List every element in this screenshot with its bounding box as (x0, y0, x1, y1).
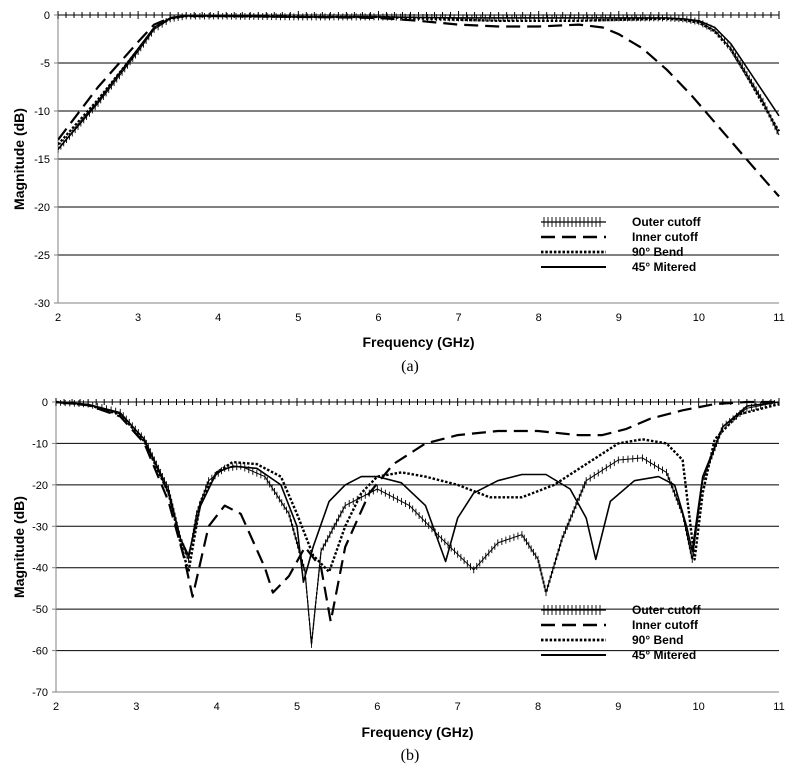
x-tick-label: 4 (214, 701, 220, 713)
x-tick-label: 7 (455, 701, 461, 713)
chart-panel-b: 2 3 4 5 6 7 8 9 10 11 0 -10 -20 -30 -40 -50 -60 -70 Freque… (11, 397, 785, 764)
y-axis-title: Magnitude (dB) (11, 496, 27, 598)
y-tick-label: -40 (32, 563, 48, 575)
x-tick-label: 11 (773, 312, 784, 324)
x-axis-title: Frequency (GHz) (362, 334, 474, 350)
y-axis-title: Magnitude (dB) (11, 108, 27, 210)
series-line (58, 14, 781, 146)
y-tick-label: 0 (44, 10, 50, 22)
x-tick-label: 5 (294, 701, 300, 713)
legend-label: 45° Mitered (632, 648, 696, 662)
series-line (58, 14, 780, 198)
x-tick-label: 7 (455, 312, 461, 324)
x-tick-label: 9 (615, 701, 621, 713)
series-line (56, 400, 780, 574)
x-tick-label: 11 (773, 701, 784, 713)
y-tick-label: -25 (34, 250, 50, 262)
x-tick-label: 9 (616, 312, 622, 324)
series-dashed (56, 400, 779, 623)
x-axis-title: Frequency (GHz) (361, 724, 473, 740)
legend-label: 45° Mitered (632, 260, 696, 274)
series-dashed (58, 14, 780, 198)
y-tick-label: -20 (32, 480, 48, 492)
series-line (56, 401, 780, 583)
legend-label: Inner cutoff (632, 230, 699, 244)
y-tick-label: -70 (32, 687, 48, 699)
x-tick-label: 2 (53, 701, 59, 713)
y-tick-label: -30 (32, 521, 48, 533)
series-line (58, 15, 780, 150)
legend-label: 90° Bend (632, 245, 683, 259)
series-line (58, 15, 780, 150)
series-line (56, 400, 779, 623)
x-tick-label: 5 (295, 312, 301, 324)
x-tick-label: 10 (693, 312, 705, 324)
x-tick-label: 4 (215, 312, 221, 324)
y-tick-label: -10 (32, 438, 48, 450)
x-tick-label: 8 (536, 312, 542, 324)
chart-panel-a: 2 3 4 5 6 7 8 9 10 11 0 -5 -10 -15 -20 -25 -30 Frequency … (11, 10, 785, 375)
legend-label: Outer cutoff (632, 603, 702, 617)
legend-label: 90° Bend (632, 633, 683, 647)
y-tick-label: -50 (32, 604, 48, 616)
series-dotted (56, 400, 780, 574)
legend-label: Inner cutoff (632, 618, 699, 632)
series-tick-marks (58, 13, 780, 153)
x-tick-label: 3 (133, 701, 139, 713)
x-tick-label: 6 (374, 701, 380, 713)
y-tick-label: -60 (32, 646, 48, 658)
y-tick-label: -10 (34, 106, 50, 118)
series-solid (56, 401, 780, 583)
y-tick-label: -20 (34, 202, 50, 214)
y-tick-label: -15 (34, 154, 50, 166)
y-tick-label: -30 (34, 298, 50, 310)
y-tick-label: -5 (40, 58, 50, 70)
panel-caption: (a) (401, 358, 419, 375)
series-solid (58, 15, 780, 150)
legend-label: Outer cutoff (632, 215, 702, 229)
y-tick-label: 0 (42, 397, 48, 409)
x-tick-label: 3 (135, 312, 141, 324)
x-tick-label: 6 (375, 312, 381, 324)
x-tick-label: 8 (535, 701, 541, 713)
x-tick-label: 10 (693, 701, 705, 713)
x-tick-label: 2 (55, 312, 61, 324)
series-dotted (58, 14, 781, 146)
panel-caption: (b) (401, 747, 420, 764)
